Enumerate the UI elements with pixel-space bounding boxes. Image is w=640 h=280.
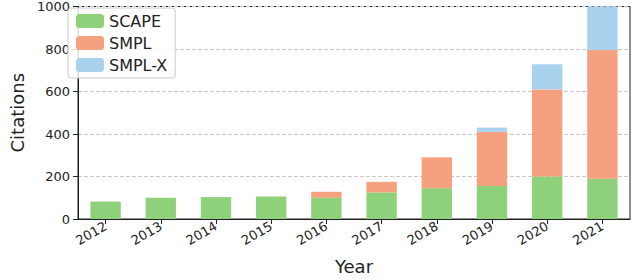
svg-text:Citations: Citations <box>7 73 28 153</box>
svg-text:2014: 2014 <box>184 219 220 249</box>
svg-text:2017: 2017 <box>349 219 385 249</box>
svg-text:Year: Year <box>334 256 374 277</box>
svg-text:2015: 2015 <box>239 219 275 249</box>
svg-text:800: 800 <box>45 42 70 57</box>
svg-text:1000: 1000 <box>37 0 70 14</box>
svg-text:0: 0 <box>62 212 70 227</box>
svg-text:200: 200 <box>45 169 70 184</box>
svg-text:2018: 2018 <box>404 219 440 249</box>
svg-text:2013: 2013 <box>128 219 164 249</box>
svg-text:2016: 2016 <box>294 219 330 249</box>
svg-text:SMPL: SMPL <box>109 34 152 53</box>
svg-text:SCAPE: SCAPE <box>109 12 161 31</box>
svg-text:2021: 2021 <box>570 219 606 249</box>
svg-text:SMPL-X: SMPL-X <box>109 56 167 75</box>
svg-text:400: 400 <box>45 127 70 142</box>
svg-text:2020: 2020 <box>515 219 551 249</box>
svg-text:2012: 2012 <box>73 219 109 249</box>
svg-text:600: 600 <box>45 84 70 99</box>
svg-text:2019: 2019 <box>460 219 496 249</box>
